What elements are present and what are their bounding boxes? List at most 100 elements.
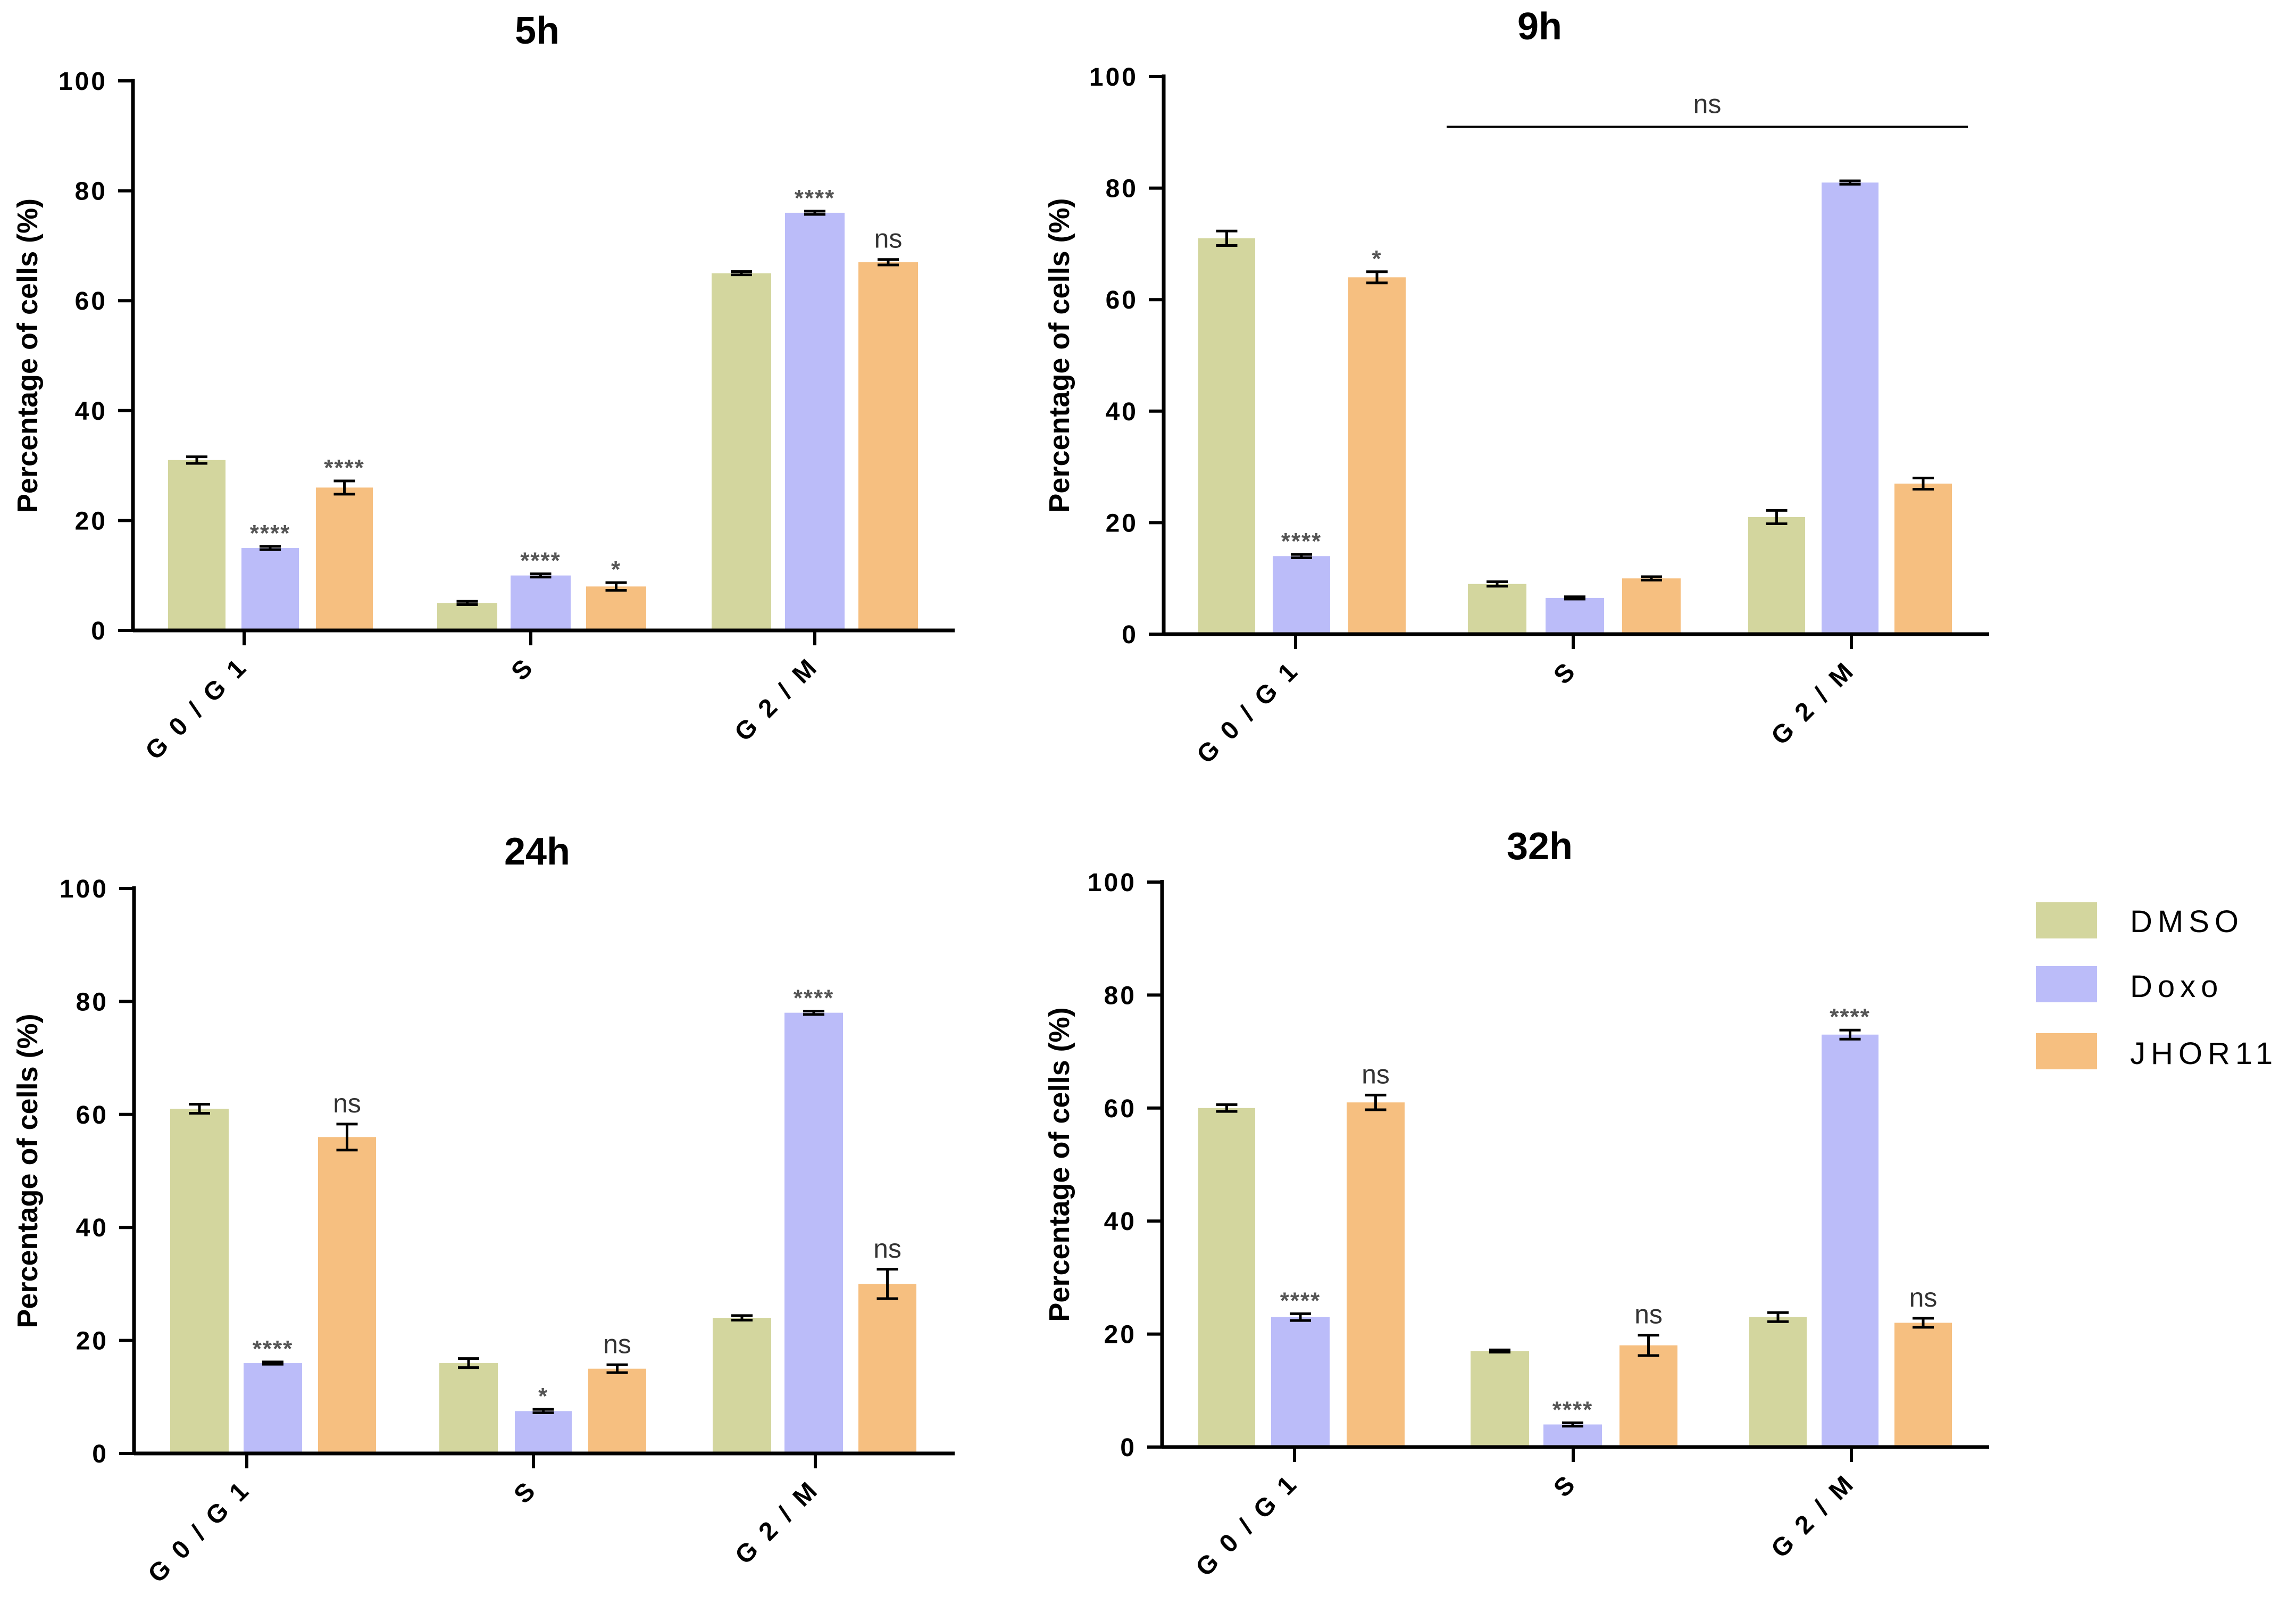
x-tick-label: G 2 / M	[1766, 655, 1860, 750]
y-tick-label: 60	[75, 287, 107, 315]
significance-label: ****	[1281, 528, 1322, 554]
bar-doxo-g2m	[1822, 1034, 1878, 1447]
y-tick-label: 40	[76, 1214, 108, 1242]
y-tick-label: 60	[1106, 286, 1138, 314]
y-axis-label: Percentage of cells (%)	[12, 198, 44, 513]
x-tick-label: S	[506, 652, 540, 686]
significance-label: ns	[873, 1234, 901, 1264]
error-bar	[876, 1268, 898, 1300]
y-tick-label: 40	[75, 397, 107, 426]
y-tick-label: 80	[1106, 175, 1138, 203]
error-bar	[1489, 1348, 1510, 1354]
x-tick-label: G 0 / G 1	[1191, 655, 1305, 769]
y-tick-label: 20	[76, 1327, 108, 1356]
y-tick-label: 20	[1104, 1321, 1137, 1349]
bar-jhor11-g2m	[1894, 1323, 1952, 1447]
bar-dmso-g2m	[713, 1318, 771, 1453]
bar-jhor11-s	[1619, 1345, 1677, 1447]
error-bar	[731, 270, 752, 277]
bar-dmso-g0g1	[168, 460, 226, 630]
bar-dmso-g2m	[1748, 517, 1805, 634]
bar-doxo-s	[511, 575, 571, 630]
significance-label: *	[611, 556, 621, 583]
chart-title: 9h	[1517, 5, 1562, 48]
y-tick-label: 100	[59, 68, 107, 96]
x-tick-label: G 2 / M	[730, 1475, 824, 1569]
significance-label: ns	[603, 1329, 631, 1359]
bar-jhor11-g0g1	[1347, 1102, 1405, 1447]
bar-doxo-g2m	[1822, 182, 1878, 634]
significance-label: *	[538, 1383, 548, 1409]
error-bar	[1365, 1093, 1387, 1111]
bar-jhor11-g2m	[858, 1284, 916, 1453]
bar-doxo-s	[1543, 1424, 1602, 1447]
x-tick-label: G 0 / G 1	[1190, 1468, 1304, 1582]
error-bar	[186, 455, 207, 465]
y-tick-label: 60	[76, 1101, 108, 1129]
error-bar	[1839, 179, 1861, 186]
y-tick-label: 20	[1106, 509, 1138, 537]
y-tick-label: 0	[1122, 621, 1138, 649]
significance-label: ns	[1634, 1300, 1663, 1329]
significance-label: ****	[1552, 1397, 1593, 1423]
bar-doxo-g0g1	[1271, 1317, 1330, 1447]
y-tick-label: 80	[75, 178, 107, 206]
error-bar	[804, 210, 825, 216]
significance-label: ns	[874, 224, 903, 254]
y-tick-label: 0	[91, 617, 107, 645]
y-tick-label: 80	[76, 988, 108, 1016]
bar-dmso-g0g1	[1198, 238, 1255, 634]
bar-dmso-s	[1468, 584, 1526, 634]
y-tick-label: 60	[1104, 1095, 1137, 1123]
error-bar	[731, 1314, 753, 1322]
bar-dmso-s	[1471, 1351, 1529, 1447]
y-tick-label: 40	[1104, 1208, 1137, 1236]
significance-label: ns	[1362, 1059, 1390, 1089]
bar-doxo-s	[1546, 597, 1604, 634]
error-bar	[456, 600, 478, 606]
significance-label: ****	[794, 985, 834, 1011]
error-bar	[530, 572, 552, 579]
error-bar	[1290, 1312, 1311, 1322]
y-axis-label: Percentage of cells (%)	[1043, 1007, 1075, 1322]
error-bar	[1366, 270, 1388, 285]
bar-doxo-g2m	[785, 212, 845, 630]
significance-bracket-label: ns	[1693, 89, 1722, 119]
x-tick-label: G 2 / M	[1766, 1468, 1860, 1563]
x-tick-label: S	[508, 1475, 542, 1509]
chart-panel-32h: 32h Percentage of cells (%) **** **** **** ns…	[1043, 825, 1989, 1582]
error-bar	[1216, 229, 1238, 247]
y-axis-label: Percentage of cells (%)	[12, 1013, 44, 1328]
error-bar	[605, 581, 627, 592]
error-bar	[1913, 477, 1934, 491]
bar-dmso-g2m	[712, 273, 771, 630]
y-axis-label: Percentage of cells (%)	[1043, 198, 1075, 512]
bar-jhor11-g2m	[1894, 484, 1952, 634]
y-tick-label: 100	[1088, 869, 1137, 897]
error-bar	[189, 1103, 210, 1115]
significance-label: ****	[1280, 1287, 1321, 1314]
legend-label-doxo: Doxo	[2130, 969, 2223, 1004]
error-bar	[333, 479, 355, 496]
chart-title: 32h	[1507, 825, 1573, 868]
error-bar	[532, 1408, 554, 1415]
error-bar	[1913, 1317, 1934, 1329]
error-bar	[803, 1009, 824, 1016]
y-tick-label: 20	[75, 507, 107, 535]
x-tick-label: S	[1548, 655, 1582, 689]
y-tick-label: 80	[1104, 982, 1137, 1010]
bar-dmso-s	[437, 603, 497, 630]
bar-doxo-s	[515, 1411, 572, 1453]
bar-jhor11-g0g1	[318, 1137, 376, 1453]
error-bar	[1487, 580, 1508, 588]
bar-jhor11-g2m	[858, 262, 918, 630]
bar-dmso-g0g1	[170, 1109, 229, 1453]
legend-swatch-jhor11	[2036, 1033, 2097, 1069]
legend: DMSO Doxo JHOR11	[2036, 902, 2273, 1071]
error-bar	[1564, 595, 1585, 601]
error-bar	[458, 1357, 479, 1369]
